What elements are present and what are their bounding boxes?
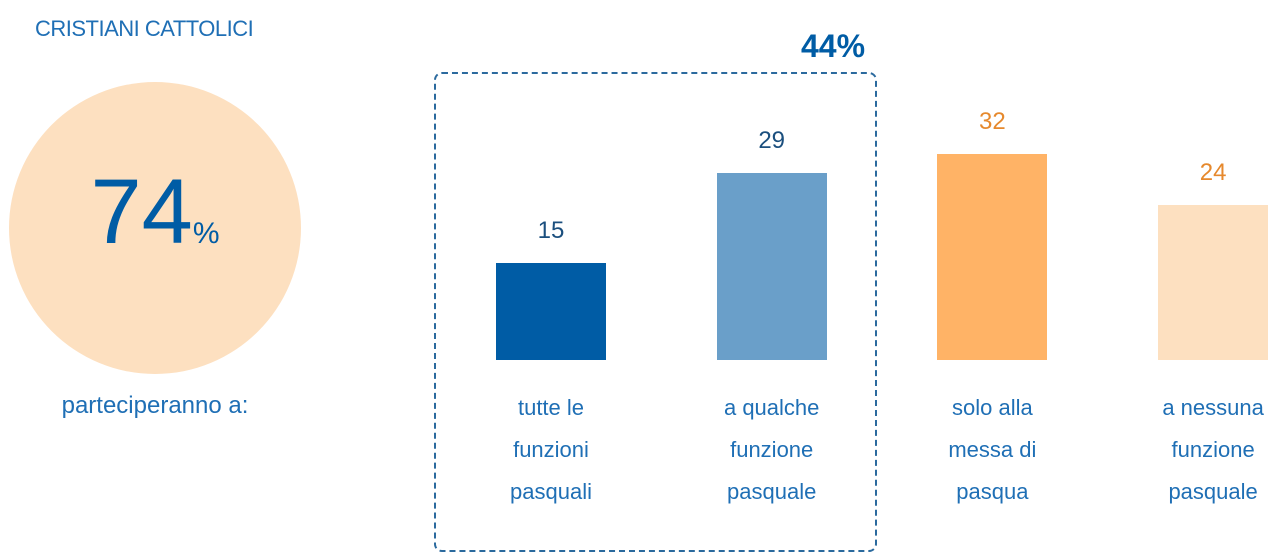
title: CRISTIANI CATTOLICI — [35, 16, 254, 41]
bar — [1158, 205, 1269, 360]
value-label: 15 — [537, 217, 565, 245]
bar — [496, 263, 606, 360]
highlight: 74% — [9, 160, 301, 265]
highlight-unit: % — [192, 217, 220, 250]
category-label: a qualche funzione pasquale — [723, 395, 820, 504]
category-label: tutte le funzioni pasquali — [510, 395, 592, 504]
bar — [716, 172, 827, 360]
category-label: a nessuna funzione pasquale — [1162, 395, 1264, 504]
page: CRISTIANI CATTOLICI 74% parteciperanno a… — [9, 16, 1269, 552]
bar — [937, 153, 1048, 360]
value-label: 32 — [979, 107, 1006, 135]
highlight-caption: parteciperanno a: — [61, 392, 249, 419]
highlight-value: 74 — [90, 161, 193, 263]
value-label: 29 — [758, 126, 786, 154]
value-label: 24 — [1199, 159, 1227, 187]
group-label: 44% — [760, 28, 906, 65]
category-label: solo alla messa di pasqua — [948, 395, 1037, 504]
highlight-circle — [9, 82, 301, 374]
